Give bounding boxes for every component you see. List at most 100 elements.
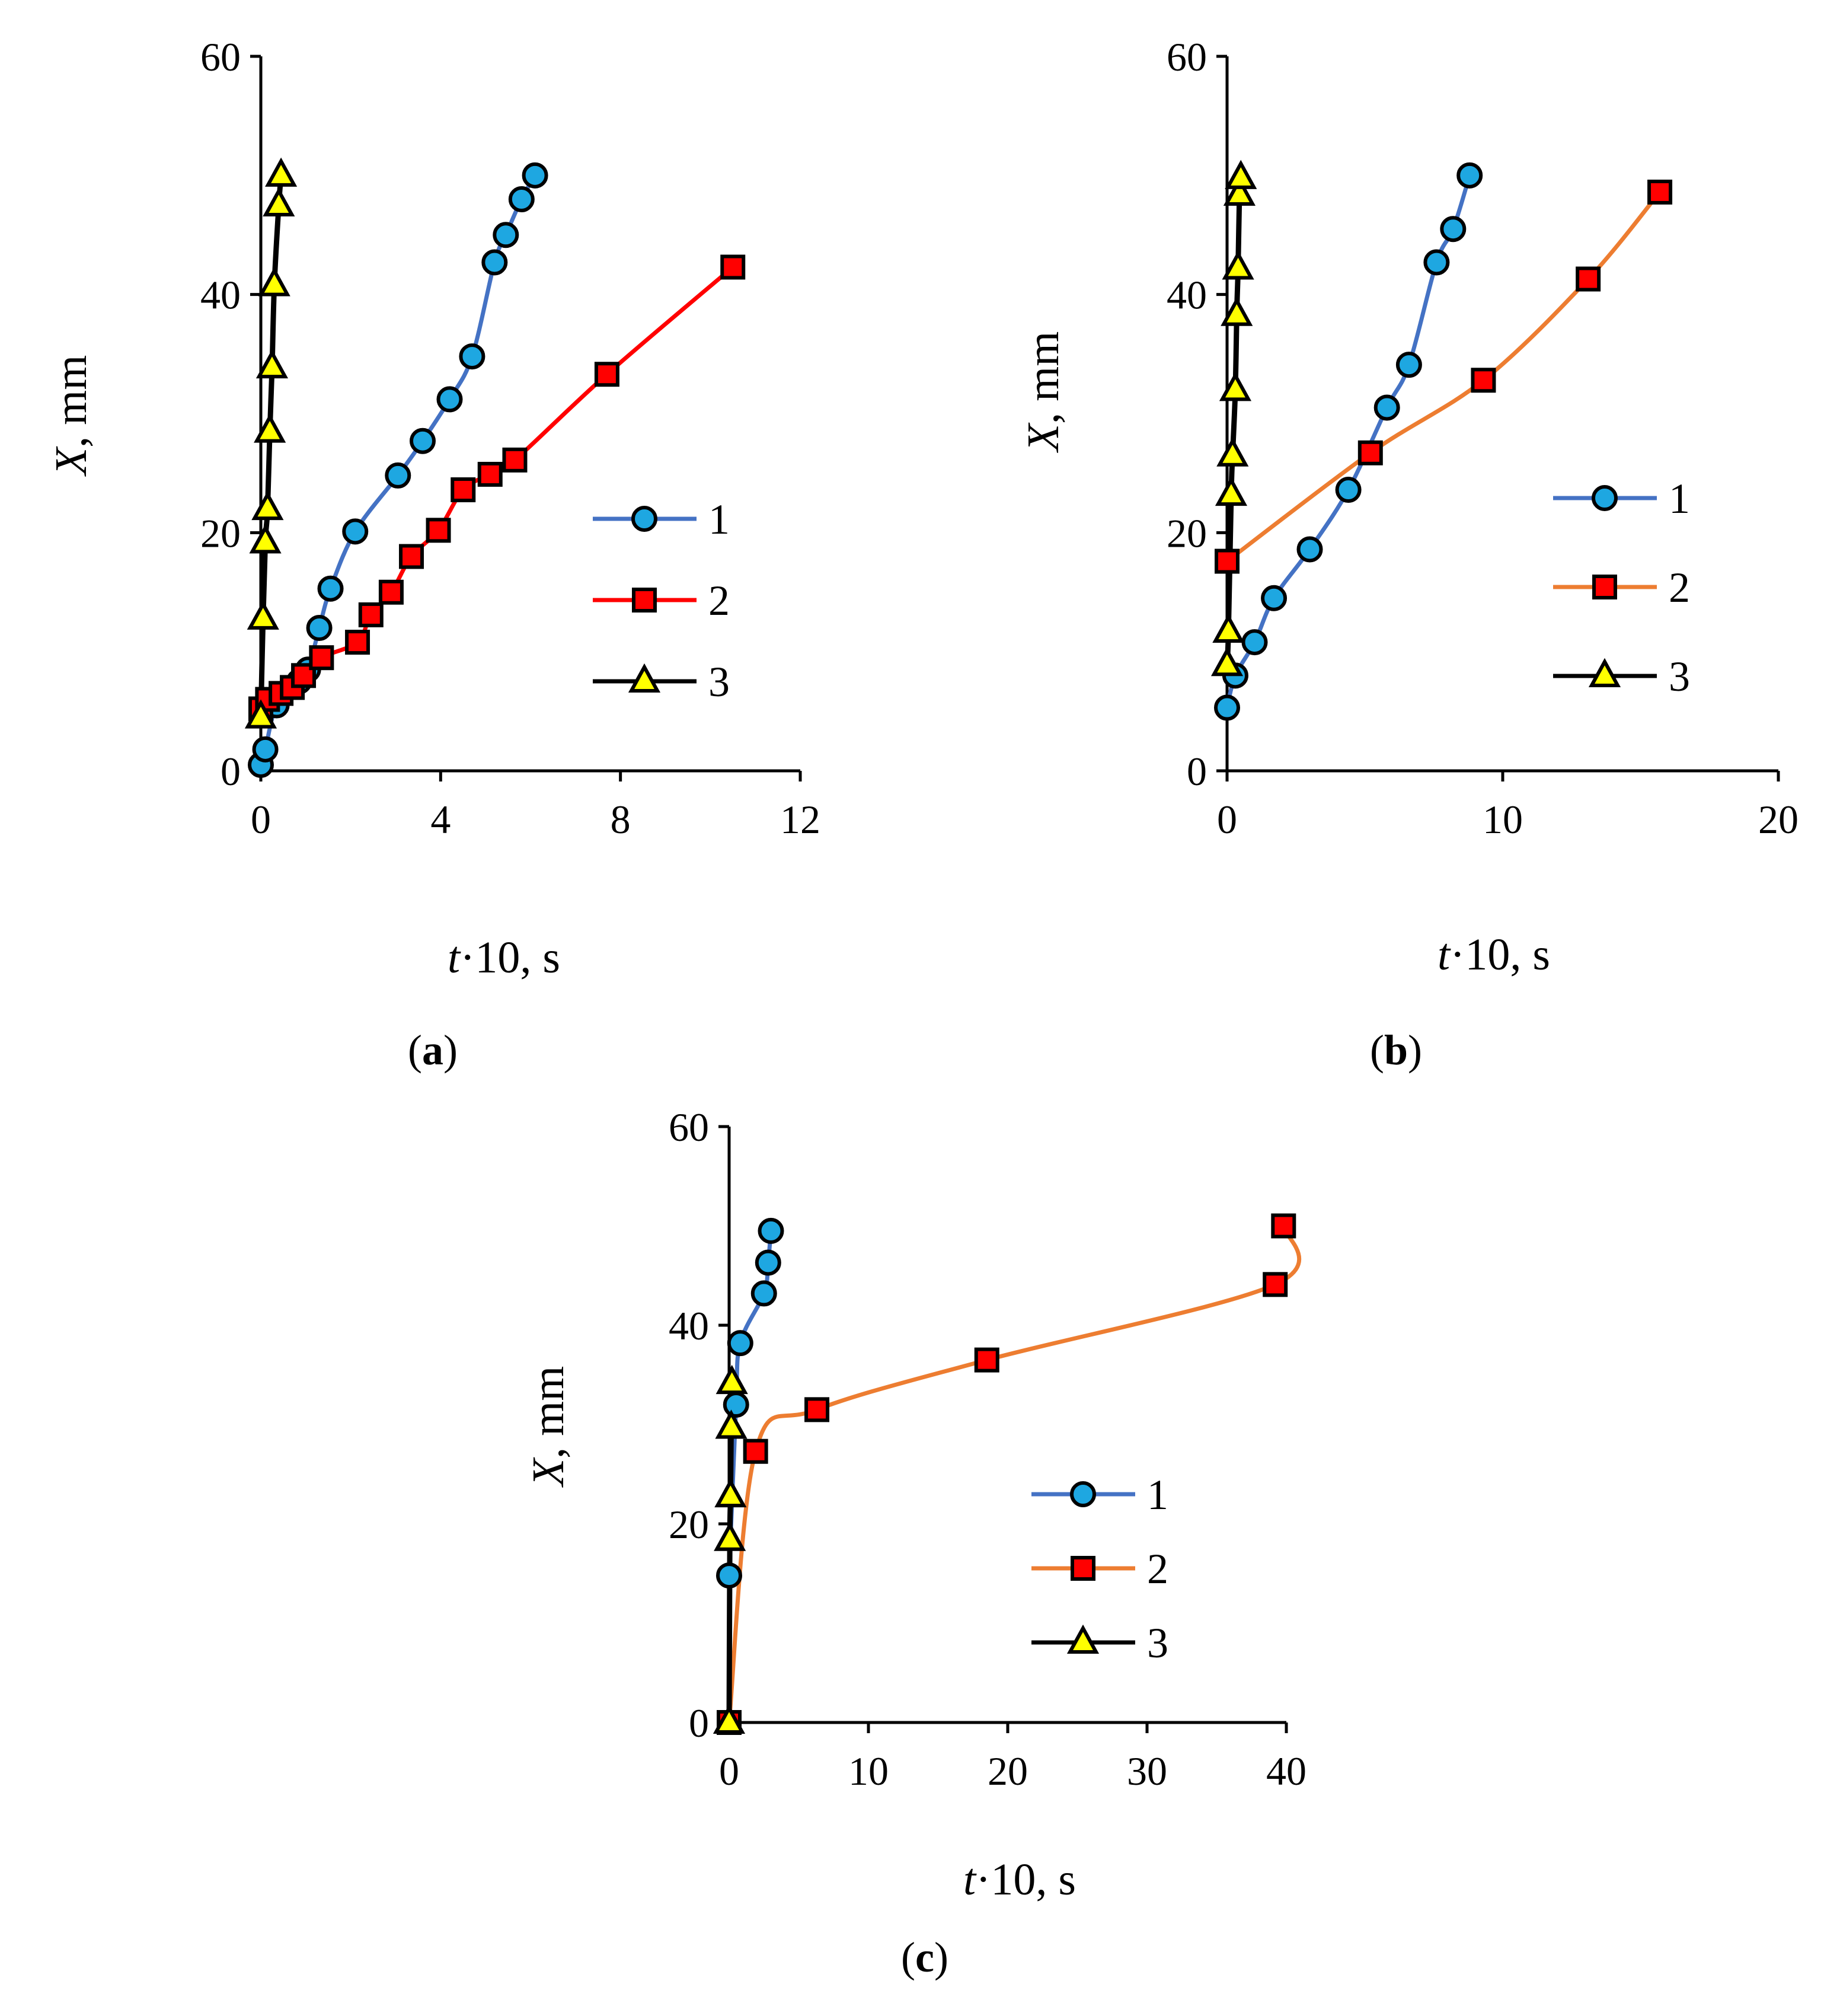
data-point-series-1 (1373, 394, 1400, 421)
legend: 1 2 3 (1031, 1471, 1168, 1667)
y-axis-title: X, mm (523, 1366, 573, 1488)
x-axis-title: t·10, s (963, 1855, 1076, 1905)
data-point-series-2 (477, 461, 503, 487)
data-point-series-1 (716, 1562, 742, 1589)
panel-caption: (c) (901, 1934, 948, 1981)
y-axis-title-unit: , mm (523, 1366, 573, 1459)
data-point-series-2 (502, 447, 528, 473)
data-point-series-1 (410, 428, 436, 454)
data-point-series-3 (1215, 476, 1248, 506)
data-point-series-2 (1357, 440, 1383, 465)
y-tick-label: 20 (669, 1502, 709, 1547)
data-point-series-3 (1216, 437, 1249, 467)
legend-label-2: 2 (1669, 564, 1690, 611)
x-tick-label: 0 (719, 1749, 739, 1794)
x-axis-title-unit: ·10, s (460, 933, 560, 983)
series-3-markers (713, 1364, 748, 1734)
data-point-series-3 (263, 187, 295, 217)
series-3-markers (244, 157, 298, 729)
caption-paren-close: ) (1408, 1026, 1422, 1074)
y-tick-label: 20 (200, 511, 241, 556)
x-axis-title-unit: ·10, s (976, 1855, 1076, 1905)
series-1-markers (716, 1217, 784, 1589)
series-1-markers (1214, 162, 1483, 721)
data-point-series-3 (1222, 250, 1254, 280)
data-point-series-1 (481, 249, 508, 276)
x-tick-label: 20 (1758, 797, 1799, 842)
legend-label-1: 1 (1669, 475, 1690, 522)
x-axis-title-variable: t (1438, 930, 1451, 980)
caption-paren-close: ) (443, 1026, 458, 1074)
series-3-markers (1210, 160, 1257, 677)
y-axis-title-unit: , mm (46, 355, 96, 448)
y-tick-label: 40 (200, 273, 241, 318)
legend-marker-1 (1070, 1481, 1096, 1507)
data-point-series-2 (451, 477, 476, 503)
legend-marker-3 (628, 663, 661, 693)
data-point-series-1 (508, 186, 535, 212)
series-2-markers (717, 1213, 1296, 1735)
data-point-series-1 (342, 518, 369, 545)
data-point-series-2 (399, 544, 424, 569)
legend-marker-2 (1592, 575, 1617, 599)
data-point-series-1 (1261, 585, 1288, 611)
data-point-series-3 (251, 490, 284, 521)
data-point-series-3 (258, 267, 290, 296)
data-point-series-2 (1263, 1272, 1288, 1297)
data-point-series-1 (459, 343, 485, 370)
data-point-series-3 (1225, 160, 1257, 189)
data-point-series-1 (252, 736, 279, 763)
data-point-series-1 (750, 1280, 777, 1307)
data-point-series-1 (727, 1330, 753, 1357)
data-point-series-1 (385, 462, 411, 489)
y-axis-title: X, mm (1018, 331, 1068, 454)
series-2-markers (1215, 179, 1673, 574)
x-axis-title: t·10, s (1438, 930, 1550, 980)
y-axis-title-variable: X (46, 446, 96, 477)
legend-marker-1 (1592, 485, 1618, 511)
data-point-series-3 (247, 600, 279, 630)
data-point-series-2 (1271, 1213, 1296, 1239)
data-point-series-3 (249, 524, 282, 554)
y-tick-label: 40 (669, 1303, 709, 1348)
data-point-series-1 (522, 162, 548, 189)
data-point-series-1 (1214, 694, 1240, 721)
data-point-series-2 (1215, 548, 1240, 574)
data-point-series-3 (715, 1409, 748, 1439)
data-point-series-3 (713, 1704, 746, 1734)
data-point-series-1 (1440, 216, 1467, 243)
data-point-series-2 (309, 645, 334, 671)
y-axis-title-variable: X (523, 1457, 573, 1488)
data-point-series-2 (426, 518, 451, 543)
legend-label-3: 3 (708, 658, 730, 706)
series-3-line (1224, 175, 1244, 668)
data-point-series-3 (1221, 296, 1253, 326)
y-tick-label: 0 (221, 749, 241, 794)
chart-svg-c: 0 20 40 60 0 10 20 30 40 t·10, s X, mm 1 2 3 (c) (523, 1105, 1306, 1981)
series-2-markers (248, 254, 746, 722)
x-axis-title-unit: ·10, s (1450, 930, 1550, 980)
data-point-series-2 (804, 1397, 830, 1422)
caption-paren-open: ( (408, 1026, 422, 1074)
data-point-series-3 (715, 1364, 748, 1395)
data-point-series-1 (1395, 352, 1422, 378)
chart-panel-b: 0 20 40 60 0 10 20 t·10, s X, mm 1 2 3 (b) (913, 0, 1824, 1079)
legend-label-1: 1 (708, 496, 730, 543)
chart-panel-a: 0 20 40 60 0 4 8 12 t·10, s X, mm 1 2 3 (a) (0, 0, 913, 1079)
x-tick-label: 30 (1127, 1749, 1167, 1794)
data-point-series-2 (1576, 266, 1601, 292)
panel-caption: (b) (1370, 1026, 1422, 1074)
x-tick-label: 0 (1217, 797, 1237, 842)
x-tick-label: 8 (611, 797, 631, 842)
y-tick-label: 40 (1167, 273, 1207, 318)
legend-label-2: 2 (1147, 1545, 1168, 1593)
panel-caption: (a) (408, 1026, 458, 1074)
legend-label-3: 3 (1669, 653, 1690, 700)
chart-svg-b: 0 20 40 60 0 10 20 t·10, s X, mm 1 2 3 (b) (1018, 34, 1799, 1074)
y-axis-title: X, mm (46, 355, 96, 477)
caption-paren-open: ( (1370, 1026, 1384, 1074)
chart-panel-c: 0 20 40 60 0 10 20 30 40 t·10, s X, mm 1 2 3 (c) (451, 1079, 1375, 2016)
data-point-series-1 (758, 1217, 784, 1244)
data-point-series-2 (1647, 179, 1673, 205)
caption-paren-open: ( (901, 1934, 915, 1981)
